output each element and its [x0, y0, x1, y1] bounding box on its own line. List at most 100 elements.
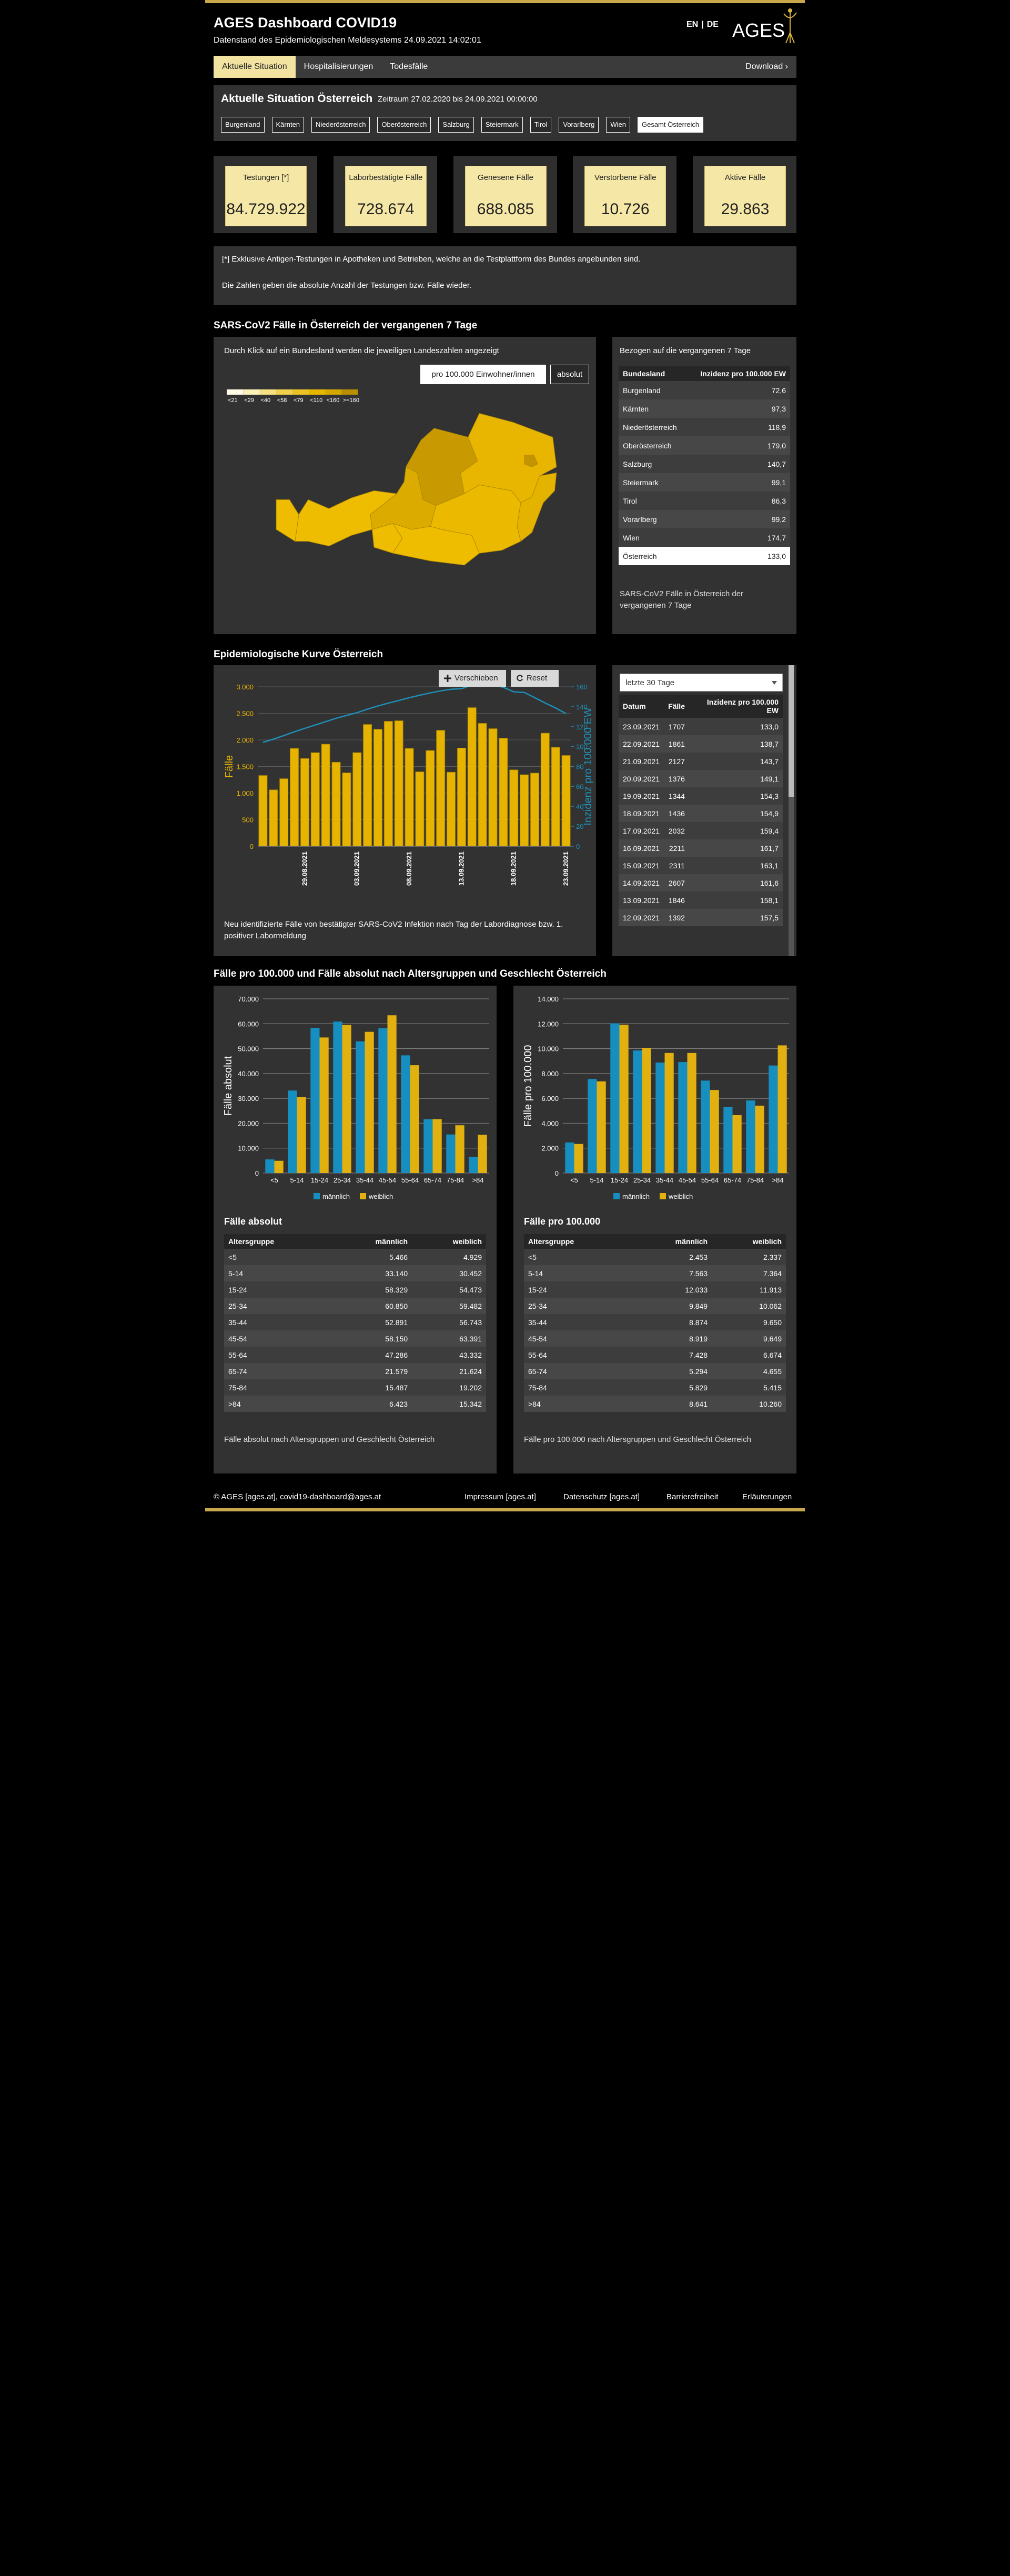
x-tick-label: 75-84 — [447, 1176, 464, 1184]
bar — [664, 1053, 674, 1173]
map-region[interactable] — [430, 484, 521, 554]
column-header: männlich — [331, 1234, 412, 1249]
header-row: Altersgruppe männlich weiblich — [224, 1234, 486, 1249]
y-axis-label: Fälle pro 100.000 — [522, 1045, 534, 1127]
pan-button[interactable]: Verschieben — [439, 670, 506, 687]
column-header: Inzidenz pro 100.000 EW — [689, 695, 783, 718]
period: Zeitraum 27.02.2020 bis 24.09.2021 00:00… — [378, 95, 538, 104]
table-cell: 58.150 — [385, 1334, 408, 1343]
bar — [363, 724, 372, 847]
table-cell: 159,4 — [760, 826, 779, 835]
x-tick-label: >84 — [772, 1176, 783, 1184]
lang-en[interactable]: EN — [686, 20, 699, 29]
tab[interactable]: Aktuelle Situation — [214, 56, 296, 78]
kpi-box: Genesene Fälle 688.085 — [453, 156, 557, 233]
region-button[interactable]: Wien — [606, 117, 630, 133]
download-link[interactable]: Download › — [745, 62, 788, 71]
legend-swatch — [243, 389, 260, 395]
region-button[interactable]: Steiermark — [481, 117, 523, 133]
bar — [447, 771, 456, 847]
map-region[interactable] — [524, 455, 538, 467]
table-row: 25-34 9.849 10.062 — [524, 1298, 786, 1314]
x-tick-label: 29.08.2021 — [300, 851, 308, 886]
region-button[interactable]: Oberösterreich — [377, 117, 431, 133]
footer-link[interactable]: Barrierefreiheit — [666, 1492, 719, 1501]
table-row: 5-14 7.563 7.364 — [524, 1265, 786, 1281]
bar — [619, 1025, 629, 1173]
scroll-thumb[interactable] — [789, 665, 794, 797]
kpi-value: 728.674 — [357, 201, 415, 218]
bar — [723, 1107, 733, 1173]
note-panel: [*] Exklusive Antigen-Testungen in Apoth… — [214, 246, 796, 305]
table-cell: 21.579 — [385, 1367, 408, 1376]
table-row: 15-24 58.329 54.473 — [224, 1281, 486, 1298]
region-button[interactable]: Tirol — [530, 117, 552, 133]
table-cell: 9.649 — [763, 1334, 782, 1343]
toggle-button[interactable]: pro 100.000 Einwohner/innen — [420, 365, 546, 384]
legend-swatch — [259, 389, 276, 395]
region-button[interactable]: Kärnten — [271, 117, 305, 133]
region-button[interactable]: Burgenland — [221, 117, 265, 133]
table-cell: 55-64 — [528, 1350, 547, 1359]
bar — [269, 789, 278, 847]
table-cell: 149,1 — [760, 774, 779, 783]
y2-tick-label: 80 — [576, 763, 583, 771]
table-row: 75-84 5.829 5.415 — [524, 1379, 786, 1396]
bar — [342, 773, 351, 847]
x-tick-label: 35-44 — [356, 1176, 373, 1184]
y-tick-label: 2.500 — [236, 710, 254, 718]
bar — [701, 1080, 710, 1173]
map-region[interactable] — [295, 490, 403, 554]
table-box: Datum Fälle Inzidenz pro 100.000 EW 23.09.2… — [619, 695, 783, 956]
period-select[interactable]: letzte 30 Tage — [620, 674, 783, 691]
kpi-value: 10.726 — [601, 201, 650, 218]
toggle-button[interactable]: absolut — [550, 365, 589, 384]
table-cell: 143,7 — [760, 757, 779, 766]
bar — [551, 747, 560, 847]
y-tick-label: 60.000 — [238, 1020, 259, 1028]
y-tick-label: 3.000 — [236, 683, 254, 691]
y2-tick-label: 20 — [576, 823, 583, 830]
bar — [687, 1053, 696, 1173]
bar — [432, 1119, 442, 1173]
map: <21 <29 <40 <58 <79 <110 <160 >=160 — [227, 389, 557, 566]
table-cell: 1846 — [668, 896, 685, 905]
table-cell: 17.09.2021 — [623, 826, 660, 835]
region-button[interactable]: Salzburg — [438, 117, 474, 133]
reset-button[interactable]: Reset — [511, 670, 559, 687]
kpi-box: Laborbestätigte Fälle 728.674 — [333, 156, 437, 233]
scrollbar[interactable] — [789, 665, 794, 956]
y2-tick-label: 0 — [576, 843, 580, 850]
legend-swatch — [292, 389, 309, 395]
map-region[interactable] — [276, 499, 299, 542]
table-cell: 75-84 — [528, 1383, 547, 1392]
region-button[interactable]: Niederösterreich — [311, 117, 370, 133]
footer-link[interactable]: Erläuterungen — [742, 1492, 792, 1501]
table-cell: 133,0 — [767, 552, 786, 560]
column-header: männlich — [631, 1234, 712, 1249]
note-text: [*] Exklusive Antigen-Testungen in Apoth… — [222, 255, 641, 264]
footer-link[interactable]: Datenschutz [ages.at] — [563, 1492, 640, 1501]
column-header: Bundesland — [619, 366, 688, 381]
y-tick-label: 4.000 — [541, 1119, 559, 1127]
tab[interactable]: Todesfälle — [390, 62, 428, 71]
table-cell: Burgenland — [623, 386, 661, 395]
lang-de[interactable]: DE — [706, 20, 719, 29]
kpi-box: Aktive Fälle 29.863 — [693, 156, 796, 233]
table-cell: 133,0 — [760, 722, 779, 731]
table-cell: 75-84 — [228, 1383, 247, 1392]
tab[interactable]: Hospitalisierungen — [304, 62, 373, 71]
y-tick-label: 70.000 — [238, 995, 259, 1003]
table-cell: 2.453 — [689, 1252, 708, 1261]
pan-icon — [444, 675, 451, 682]
bar — [274, 1160, 284, 1173]
region-button[interactable]: Gesamt Österreich — [637, 117, 704, 133]
region-button[interactable]: Vorarlberg — [559, 117, 599, 133]
table-cell: 5.415 — [763, 1383, 782, 1392]
bar — [310, 752, 320, 847]
table-cell: 1436 — [668, 809, 685, 818]
table-body: 23.09.2021 1707 133,0 22.09.2021 1861 138,7 21… — [619, 718, 783, 926]
table-row: Vorarlberg 99,2 — [619, 510, 790, 528]
table-cell: 45-54 — [528, 1334, 547, 1343]
footer-link[interactable]: Impressum [ages.at] — [464, 1492, 536, 1501]
